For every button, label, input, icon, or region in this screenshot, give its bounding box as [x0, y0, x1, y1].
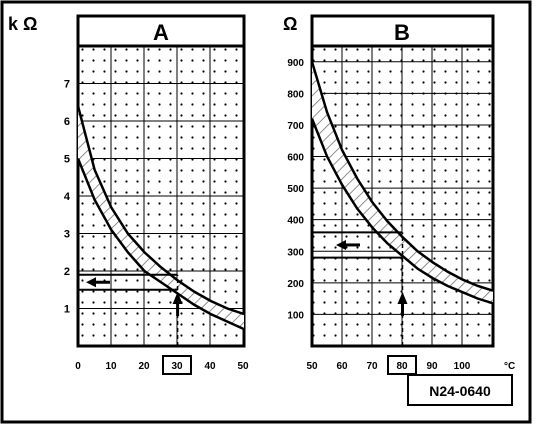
x-tick-label: 20 — [138, 361, 150, 372]
y-tick-label: 6 — [64, 116, 70, 128]
figure-code-box — [407, 374, 513, 406]
panel-b-y-axis-label: Ω — [283, 14, 297, 34]
panel-b-x-ticks: 50 60 70 80 90 100 — [306, 355, 471, 375]
figure-code: N24-0640 — [429, 383, 491, 399]
panel-b: B Ω 100 200 300 400 500 600 700 800 900 50 60 70 80… — [283, 14, 515, 375]
panel-a-tolerance-band — [78, 105, 244, 331]
x-tick-label: 40 — [204, 361, 216, 372]
highlighted-tick-box — [162, 355, 192, 375]
panel-a-y-axis-label: k Ω — [8, 14, 37, 34]
left-arrow-icon — [336, 239, 346, 250]
x-tick-label: 0 — [75, 361, 81, 372]
y-tick-label: 2 — [64, 266, 70, 278]
x-tick-label: 30 — [171, 361, 183, 372]
band-hatch — [78, 106, 244, 330]
panel-b-title: B — [394, 20, 410, 45]
y-tick-label: 200 — [287, 279, 304, 290]
up-arrow-icon — [397, 292, 408, 304]
highlighted-tick-box — [387, 355, 417, 375]
y-tick-label: 700 — [287, 121, 304, 132]
figure-frame — [0, 0, 532, 424]
panel-a-y-ticks: 1 2 3 4 5 6 7 — [64, 79, 71, 316]
y-tick-label: 5 — [64, 154, 70, 166]
panel-a: A k Ω 1 2 3 4 5 6 7 0 10 20 30 40 50 — [8, 14, 249, 375]
panel-a-reading — [78, 273, 183, 346]
x-tick-label: 80 — [396, 361, 408, 372]
x-tick-label: 10 — [105, 361, 117, 372]
x-tick-label: 50 — [237, 361, 249, 372]
panel-b-title-box — [310, 14, 495, 48]
up-arrow-icon — [172, 292, 183, 304]
band-lower-curve — [312, 118, 493, 305]
x-tick-label: 60 — [336, 361, 348, 372]
x-tick-label: 90 — [426, 361, 438, 372]
y-tick-label: 400 — [287, 216, 304, 227]
y-tick-label: 4 — [64, 191, 71, 203]
panel-b-x-unit: °C — [504, 361, 515, 372]
y-tick-label: 3 — [64, 229, 70, 241]
panel-b-reading — [312, 231, 408, 346]
y-tick-label: 500 — [287, 184, 304, 195]
panel-b-y-ticks: 100 200 300 400 500 600 700 800 900 — [287, 58, 304, 322]
y-tick-label: 7 — [64, 79, 70, 91]
y-tick-label: 600 — [287, 153, 304, 164]
x-tick-label: 100 — [454, 361, 471, 372]
y-tick-label: 1 — [64, 304, 70, 316]
panel-a-grid — [78, 46, 244, 346]
y-tick-label: 100 — [287, 310, 304, 321]
x-tick-label: 50 — [306, 361, 318, 372]
band-upper-curve — [78, 105, 244, 316]
y-tick-label: 300 — [287, 247, 304, 258]
panel-a-x-ticks: 0 10 20 30 40 50 — [75, 355, 249, 375]
left-arrow-icon — [86, 277, 96, 288]
x-tick-label: 70 — [366, 361, 378, 372]
panel-a-title: A — [153, 20, 169, 45]
band-lower-curve — [78, 158, 244, 331]
y-tick-label: 900 — [287, 58, 304, 69]
panel-b-grid — [312, 46, 493, 346]
y-tick-label: 800 — [287, 89, 304, 100]
